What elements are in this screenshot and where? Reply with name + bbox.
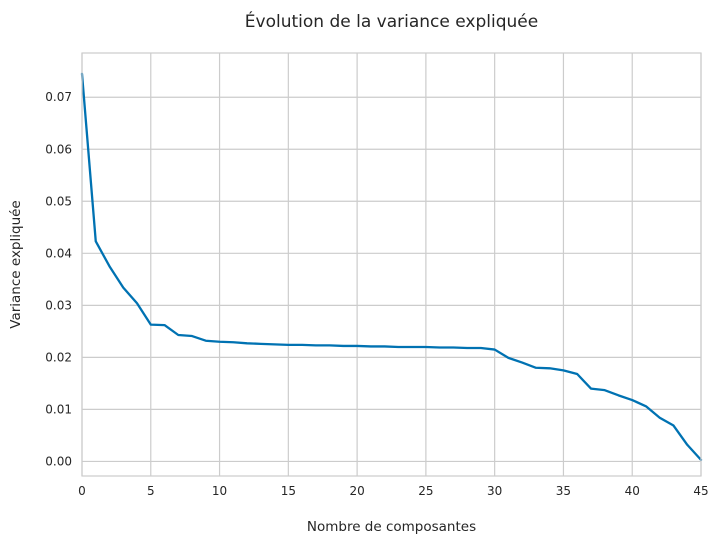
x-tick-label: 15 (281, 484, 296, 498)
x-tick-label: 35 (556, 484, 571, 498)
grid (81, 53, 702, 476)
y-tick-label: 0.03 (45, 298, 72, 312)
x-axis-label: Nombre de composantes (307, 519, 476, 535)
y-axis-label: Variance expliquée (8, 200, 24, 328)
x-tick-label: 0 (78, 484, 86, 498)
x-tick-label: 45 (693, 484, 708, 498)
y-tick-labels: 0.00 0.01 0.02 0.03 0.04 0.05 0.06 0.07 (45, 90, 72, 468)
x-tick-label: 40 (625, 484, 640, 498)
variance-line (80, 72, 703, 462)
y-tick-label: 0.00 (45, 454, 72, 468)
x-tick-label: 20 (349, 484, 364, 498)
y-tick-label: 0.04 (45, 246, 72, 260)
y-tick-label: 0.06 (45, 142, 72, 156)
y-tick-label: 0.07 (45, 90, 72, 104)
x-tick-label: 5 (147, 484, 155, 498)
plot-frame (81, 52, 702, 477)
y-tick-label: 0.02 (45, 350, 72, 364)
y-tick-label: 0.01 (45, 402, 72, 416)
y-tick-label: 0.05 (45, 194, 72, 208)
x-tick-label: 25 (418, 484, 433, 498)
plot-area-background (82, 53, 701, 476)
x-tick-label: 10 (212, 484, 227, 498)
series-layer (80, 72, 703, 462)
x-tick-label: 30 (487, 484, 502, 498)
x-tick-labels: 0 5 10 15 20 25 30 35 40 45 (78, 484, 708, 498)
chart-title: Évolution de la variance expliquée (245, 10, 538, 32)
